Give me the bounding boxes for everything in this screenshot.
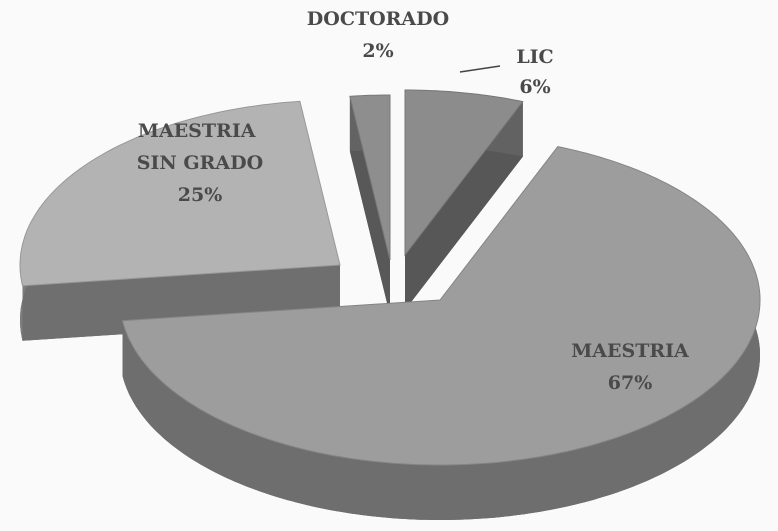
value-label: 6% [519,76,550,98]
value-label: 25% [178,184,223,206]
value-label: 2% [362,40,393,62]
slice [19,100,341,287]
leader-line [459,65,501,73]
slice-label: MAESTRIA SIN GRADO [137,120,263,174]
slice [349,94,391,261]
slice [121,146,761,466]
value-label: 67% [608,372,653,394]
slice-label: DOCTORADO [307,8,449,30]
slice-side [349,96,390,315]
slice-side [405,101,523,310]
slice-label: LIC [516,46,553,68]
label-line: MAESTRIA [138,120,262,142]
slice-label: MAESTRIA [571,340,689,362]
label-line: SIN GRADO [137,152,263,174]
slice [404,89,524,257]
